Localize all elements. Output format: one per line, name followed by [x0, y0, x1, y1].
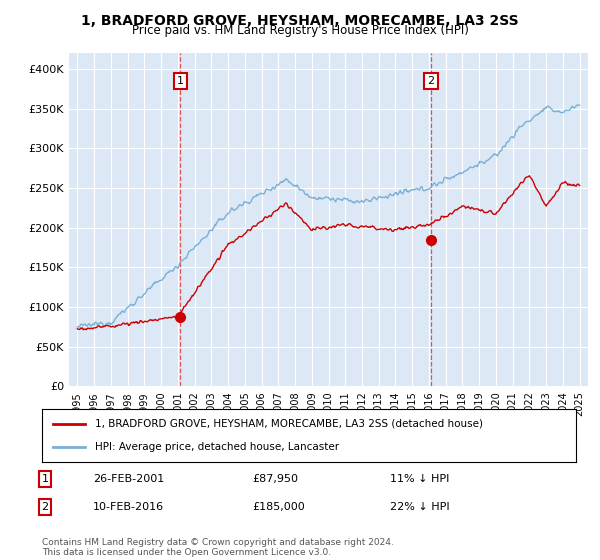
Text: 26-FEB-2001: 26-FEB-2001 — [93, 474, 164, 484]
Text: Price paid vs. HM Land Registry's House Price Index (HPI): Price paid vs. HM Land Registry's House … — [131, 24, 469, 37]
Text: £185,000: £185,000 — [252, 502, 305, 512]
Text: 1, BRADFORD GROVE, HEYSHAM, MORECAMBE, LA3 2SS (detached house): 1, BRADFORD GROVE, HEYSHAM, MORECAMBE, L… — [95, 419, 484, 429]
Text: 2: 2 — [427, 76, 434, 86]
Text: £87,950: £87,950 — [252, 474, 298, 484]
Text: 22% ↓ HPI: 22% ↓ HPI — [390, 502, 449, 512]
Text: 1, BRADFORD GROVE, HEYSHAM, MORECAMBE, LA3 2SS: 1, BRADFORD GROVE, HEYSHAM, MORECAMBE, L… — [81, 14, 519, 28]
Text: 2: 2 — [41, 502, 49, 512]
Text: 1: 1 — [41, 474, 49, 484]
Text: 10-FEB-2016: 10-FEB-2016 — [93, 502, 164, 512]
Text: Contains HM Land Registry data © Crown copyright and database right 2024.
This d: Contains HM Land Registry data © Crown c… — [42, 538, 394, 557]
Text: 1: 1 — [177, 76, 184, 86]
Text: HPI: Average price, detached house, Lancaster: HPI: Average price, detached house, Lanc… — [95, 442, 340, 452]
Text: 11% ↓ HPI: 11% ↓ HPI — [390, 474, 449, 484]
